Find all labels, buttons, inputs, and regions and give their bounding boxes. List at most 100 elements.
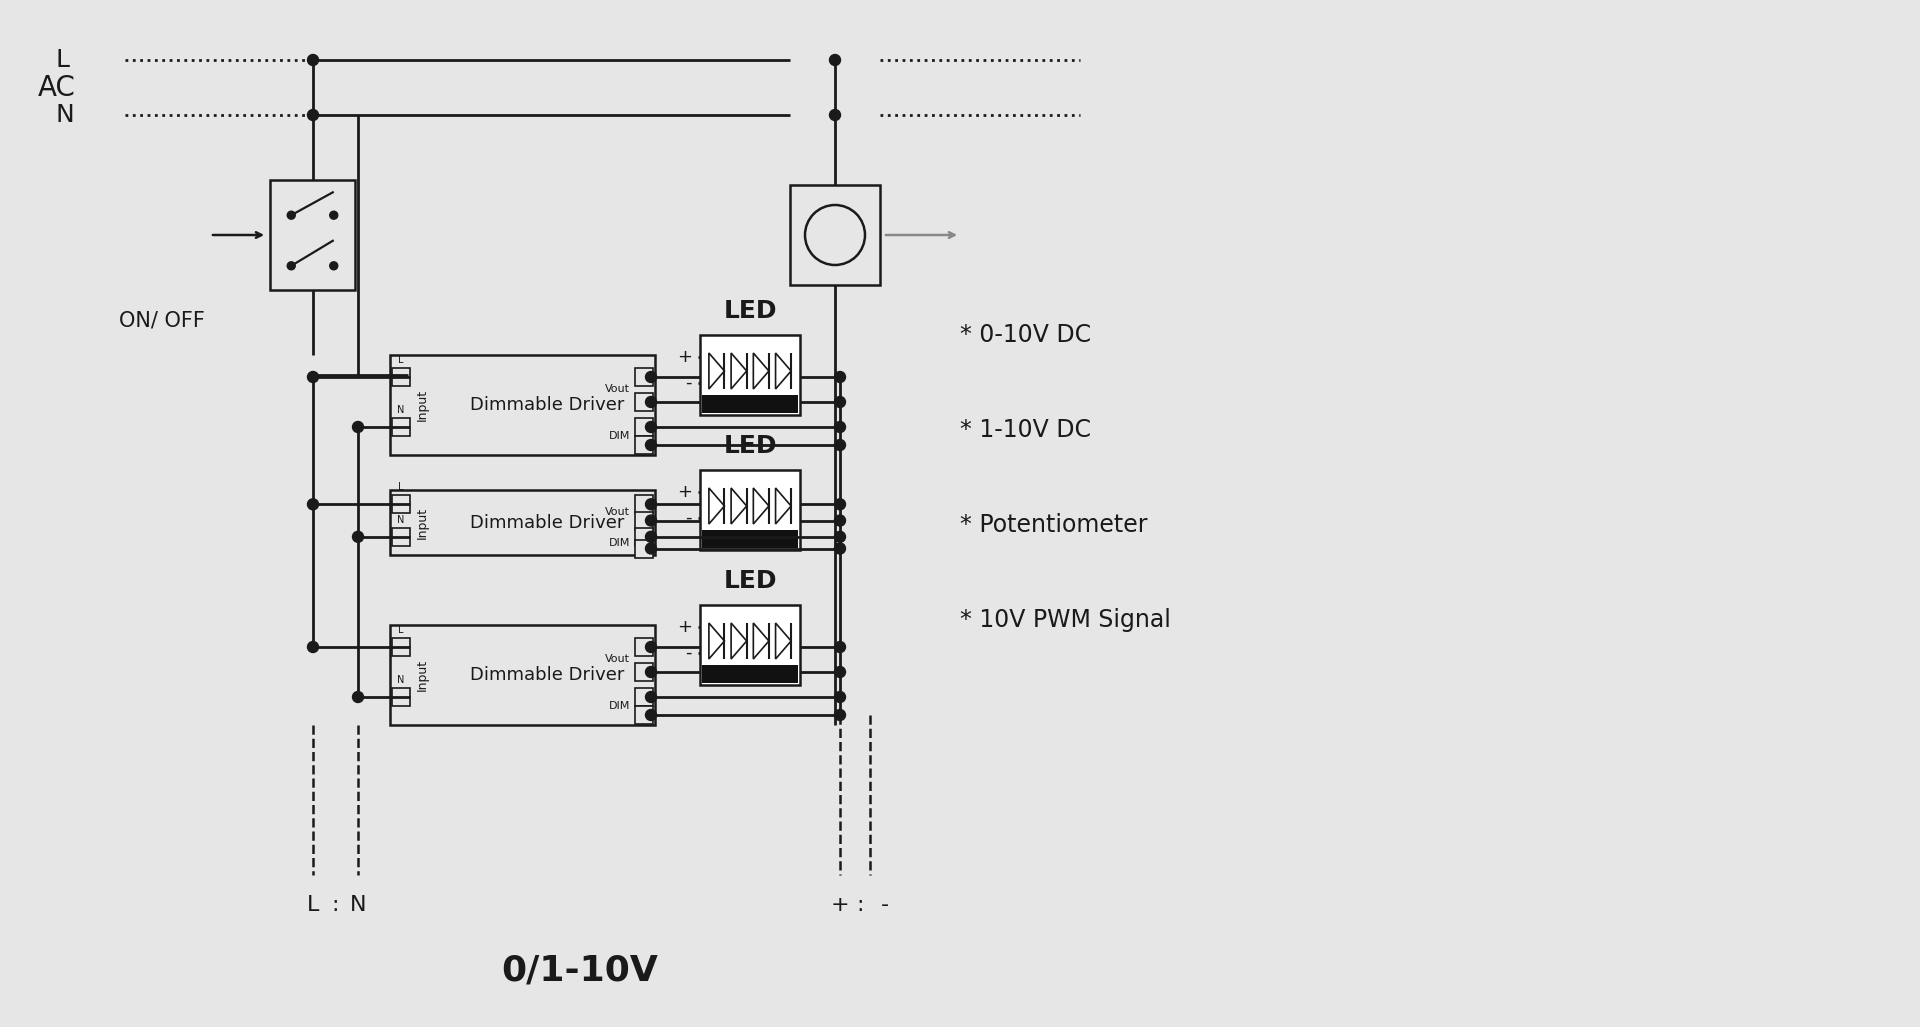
Bar [636, 706, 653, 724]
Bar [703, 395, 799, 413]
Text: -: - [881, 895, 889, 915]
Text: LED: LED [724, 434, 778, 458]
Text: L: L [397, 625, 403, 635]
Circle shape [835, 421, 845, 432]
Text: ON/ OFF: ON/ OFF [119, 310, 205, 330]
Text: LED: LED [724, 299, 778, 324]
Bar [636, 663, 653, 681]
Text: DIM: DIM [609, 538, 630, 547]
Circle shape [288, 212, 296, 219]
Circle shape [645, 667, 657, 678]
Circle shape [835, 642, 845, 652]
Bar [636, 528, 653, 545]
Bar [701, 335, 801, 415]
Bar [392, 638, 411, 656]
Circle shape [835, 691, 845, 702]
Bar [636, 495, 653, 514]
Circle shape [645, 516, 657, 526]
Circle shape [307, 54, 319, 66]
Bar [636, 418, 653, 436]
Bar [392, 528, 411, 545]
Text: * 1-10V DC: * 1-10V DC [960, 418, 1091, 442]
Bar [636, 368, 653, 386]
Circle shape [829, 110, 841, 120]
Text: Vout: Vout [605, 384, 630, 394]
Circle shape [835, 396, 845, 408]
Text: N: N [397, 675, 405, 685]
Circle shape [835, 543, 845, 554]
Bar [636, 638, 653, 656]
Text: * 10V PWM Signal: * 10V PWM Signal [960, 608, 1171, 632]
Bar [636, 393, 653, 411]
Text: * 0-10V DC: * 0-10V DC [960, 324, 1091, 347]
Text: L: L [397, 355, 403, 365]
Circle shape [645, 642, 657, 652]
Text: Dimmable Driver: Dimmable Driver [470, 514, 624, 532]
Circle shape [645, 531, 657, 542]
Circle shape [645, 691, 657, 702]
Circle shape [835, 710, 845, 721]
Bar [390, 355, 655, 455]
Text: Input: Input [415, 659, 428, 691]
Text: L: L [307, 895, 319, 915]
Circle shape [645, 543, 657, 554]
Text: Input: Input [415, 506, 428, 538]
Circle shape [353, 421, 363, 432]
Text: AC: AC [38, 74, 77, 102]
Circle shape [645, 440, 657, 451]
Text: :: : [856, 895, 864, 915]
Bar [703, 665, 799, 683]
Text: -: - [685, 374, 691, 392]
Circle shape [804, 205, 866, 265]
Text: -: - [685, 644, 691, 662]
Text: DIM: DIM [609, 701, 630, 711]
Circle shape [307, 110, 319, 120]
Circle shape [835, 440, 845, 451]
Bar [636, 436, 653, 454]
Text: Input: Input [415, 389, 428, 421]
Text: +: + [831, 895, 849, 915]
Text: N: N [56, 103, 73, 127]
Text: Dimmable Driver: Dimmable Driver [470, 665, 624, 684]
Text: LED: LED [724, 569, 778, 593]
Bar [392, 418, 411, 436]
Circle shape [835, 667, 845, 678]
Bar [701, 605, 801, 685]
Text: N: N [397, 405, 405, 415]
Bar [636, 539, 653, 558]
Text: +: + [678, 484, 691, 501]
Circle shape [307, 642, 319, 652]
Bar [703, 530, 799, 548]
Circle shape [645, 499, 657, 509]
Bar [701, 470, 801, 550]
Bar [789, 185, 879, 286]
Circle shape [353, 691, 363, 702]
Text: -: - [685, 509, 691, 527]
Bar [390, 490, 655, 555]
Circle shape [835, 372, 845, 382]
Circle shape [288, 262, 296, 270]
Circle shape [645, 396, 657, 408]
Bar [636, 511, 653, 530]
Text: +: + [678, 618, 691, 637]
Bar [392, 368, 411, 386]
Text: Dimmable Driver: Dimmable Driver [470, 396, 624, 414]
Circle shape [330, 212, 338, 219]
Bar [271, 180, 355, 290]
Bar [392, 495, 411, 514]
Text: L: L [56, 48, 69, 72]
Circle shape [645, 710, 657, 721]
Circle shape [835, 499, 845, 509]
Circle shape [829, 54, 841, 66]
Text: Vout: Vout [605, 507, 630, 518]
Bar [390, 625, 655, 725]
Circle shape [307, 499, 319, 509]
Text: :: : [332, 895, 340, 915]
Text: Vout: Vout [605, 654, 630, 664]
Bar [636, 688, 653, 706]
Text: * Potentiometer: * Potentiometer [960, 514, 1148, 537]
Circle shape [307, 372, 319, 382]
Circle shape [645, 421, 657, 432]
Text: L: L [397, 483, 403, 492]
Text: N: N [397, 515, 405, 525]
